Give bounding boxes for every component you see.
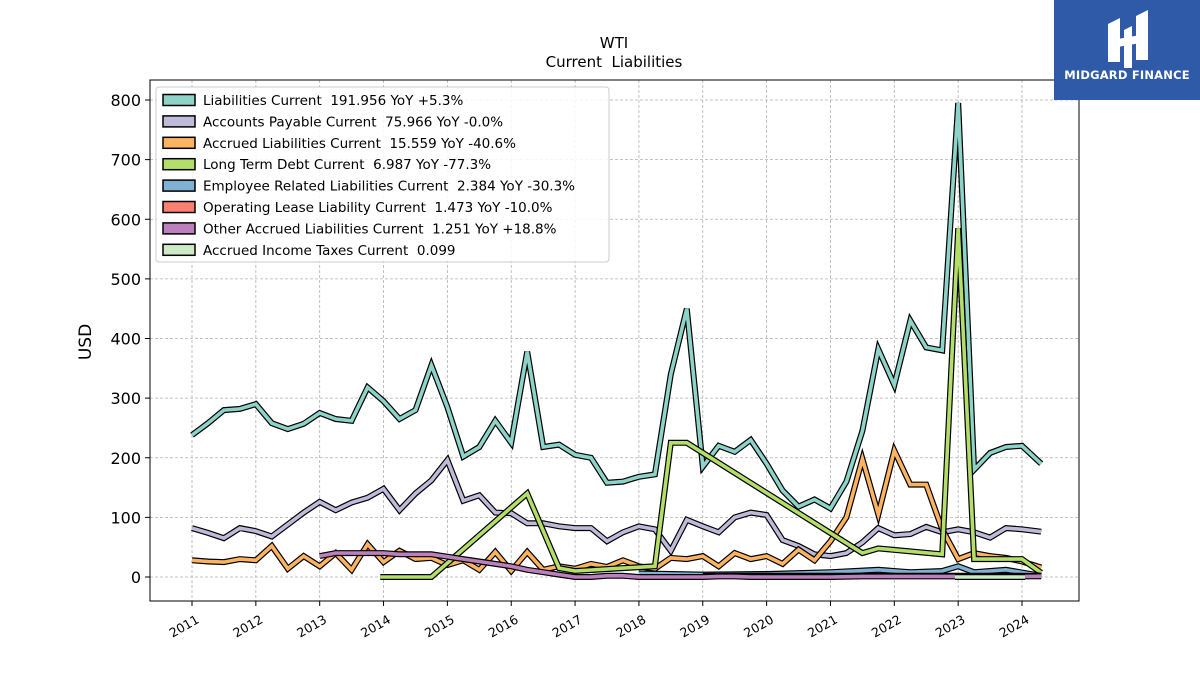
x-tick-label: 2018	[613, 612, 648, 641]
legend-label: Accrued Liabilities Current 15.559 YoY -…	[203, 136, 516, 152]
midgard-logo-icon	[1108, 10, 1148, 68]
series-layer	[190, 102, 1044, 580]
legend-label: Liabilities Current 191.956 YoY +5.3%	[203, 93, 463, 109]
chart-title: WTI	[600, 34, 628, 52]
legend-item: Operating Lease Liability Current 1.473 …	[162, 200, 553, 216]
series-line-3	[380, 228, 1043, 580]
y-axis-label: USD	[76, 324, 96, 360]
legend-item: Employee Related Liabilities Current 2.3…	[162, 179, 575, 195]
brand-name: MIDGARD FINANCE	[1064, 68, 1190, 82]
x-tick-label: 2021	[805, 612, 840, 641]
x-tick-label: 2012	[230, 612, 265, 641]
x-tick-label: 2015	[422, 612, 457, 641]
series-line-6	[319, 550, 1042, 580]
legend-swatch	[162, 200, 196, 214]
legend-swatch	[162, 243, 196, 257]
legend-item: Accounts Payable Current 75.966 YoY -0.0…	[162, 114, 503, 130]
legend-swatch	[162, 179, 196, 192]
legend-swatch	[162, 222, 196, 235]
series-line-0	[190, 102, 1044, 513]
x-tick-label: 2017	[550, 612, 585, 641]
series-line-1	[191, 454, 1042, 560]
x-tick-label: 2019	[677, 612, 712, 641]
legend-item: Accrued Liabilities Current 15.559 YoY -…	[162, 136, 516, 152]
x-tick-label: 2013	[294, 612, 329, 641]
legend-label: Employee Related Liabilities Current 2.3…	[203, 179, 575, 195]
legend-swatch	[162, 157, 196, 171]
legend-item: Accrued Income Taxes Current 0.099	[162, 243, 456, 259]
x-tick-label: 2014	[358, 612, 393, 641]
y-tick-label: 400	[110, 330, 141, 349]
legend-swatch	[162, 93, 196, 107]
legend: Liabilities Current 191.956 YoY +5.3% Acc…	[155, 86, 610, 263]
y-axis: 0 100 200 300 400 500 600 700 800	[110, 91, 150, 587]
y-tick-label: 0	[131, 568, 141, 587]
series-stroke	[380, 228, 1043, 579]
legend-label: Other Accrued Liabilities Current 1.251 …	[203, 221, 557, 237]
x-tick-label: 2016	[486, 612, 521, 641]
series-stroke	[319, 551, 1042, 579]
x-axis: 2011 2012 2013 2014 2015 2016 2017 2018 2019 2020…	[166, 601, 1032, 641]
legend-swatch	[162, 115, 196, 128]
legend-box	[155, 86, 610, 263]
x-tick-label: 2023	[933, 612, 968, 641]
y-tick-label: 100	[110, 508, 141, 527]
legend-label: Long Term Debt Current 6.987 YoY -77.3%	[203, 157, 491, 173]
x-tick-label: 2022	[869, 612, 904, 641]
legend-item: Liabilities Current 191.956 YoY +5.3%	[162, 93, 463, 109]
y-tick-label: 300	[110, 389, 141, 408]
y-tick-label: 200	[110, 449, 141, 468]
y-tick-label: 800	[110, 91, 141, 110]
plot-frame	[149, 79, 1080, 602]
legend-item: Long Term Debt Current 6.987 YoY -77.3%	[162, 157, 491, 173]
x-tick-label: 2024	[996, 612, 1031, 641]
midgard-logo: MIDGARD FINANCE	[1054, 0, 1200, 100]
series-stroke	[191, 456, 1042, 558]
y-tick-label: 500	[110, 270, 141, 289]
legend-swatch	[162, 136, 196, 150]
series-stroke	[190, 102, 1043, 511]
y-tick-label: 700	[110, 151, 141, 170]
legend-item: Other Accrued Liabilities Current 1.251 …	[162, 221, 557, 237]
chart-subtitle: Current Liabilities	[546, 53, 683, 71]
x-tick-label: 2011	[166, 612, 201, 641]
legend-label: Accrued Income Taxes Current 0.099	[203, 243, 456, 259]
legend-label: Operating Lease Liability Current 1.473 …	[203, 200, 553, 216]
legend-label: Accounts Payable Current 75.966 YoY -0.0…	[203, 114, 503, 130]
y-tick-label: 600	[110, 210, 141, 229]
x-tick-label: 2020	[741, 612, 776, 641]
